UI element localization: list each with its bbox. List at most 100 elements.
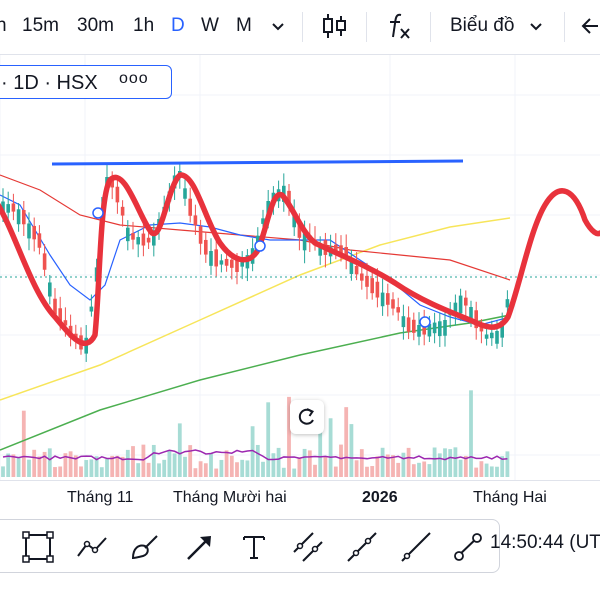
interval-1h[interactable]: 1h <box>133 15 155 36</box>
volume-bar <box>136 463 141 477</box>
interval-h[interactable]: h <box>0 15 7 36</box>
volume-bar <box>1 466 5 477</box>
parallel-channel-icon[interactable] <box>291 530 325 564</box>
candle-body <box>349 260 354 274</box>
volume-bar <box>32 449 37 477</box>
volume-bar <box>406 447 411 477</box>
candle-body <box>417 325 421 337</box>
volume-bar <box>105 458 109 477</box>
chevron-down-icon[interactable] <box>526 16 546 41</box>
volume-bar <box>385 454 390 477</box>
volume-bar <box>313 464 317 477</box>
candle-body <box>193 215 198 226</box>
ray-icon[interactable] <box>399 530 433 564</box>
candle-body <box>505 299 510 308</box>
volume-bar <box>365 466 369 477</box>
trend-line-icon[interactable] <box>345 530 379 564</box>
volume-bar <box>131 446 135 477</box>
volume-bar <box>443 448 447 477</box>
volume-bar <box>375 456 380 477</box>
volume-bar <box>479 461 484 477</box>
volume-bar <box>53 467 57 477</box>
volume-ma-line <box>2 449 508 461</box>
candle-body <box>27 223 31 239</box>
volume-bar <box>302 448 307 477</box>
x-axis-label: 2026 <box>362 489 398 506</box>
volume-bar <box>63 453 68 477</box>
candle-body <box>53 298 57 315</box>
more-options-icon[interactable]: ooo <box>119 70 149 87</box>
volume-bar <box>427 464 432 477</box>
volume-bar <box>172 453 177 477</box>
volume-bar <box>229 455 234 477</box>
volume-bar <box>183 456 187 477</box>
candle-body <box>334 244 338 254</box>
indicators-fx-icon[interactable] <box>384 11 414 46</box>
candle-body <box>474 310 478 329</box>
volume-bars <box>1 390 510 477</box>
volume-bar <box>287 396 291 477</box>
interval-w[interactable]: W <box>201 15 219 36</box>
ma-yellow-line <box>0 217 511 401</box>
candle-body <box>370 278 374 294</box>
volume-bar <box>370 466 375 477</box>
volume-bar <box>474 467 479 477</box>
volume-bar <box>505 451 510 477</box>
arrow-icon[interactable] <box>183 530 217 564</box>
volume-bar <box>437 453 442 477</box>
candle-body <box>198 226 203 244</box>
candle-body <box>287 190 291 207</box>
alert-marker <box>254 240 266 252</box>
candle-body <box>89 306 94 312</box>
volume-bar <box>99 467 104 477</box>
top-toolbar: h 15m 30m 1h D W M Biểu đồ <box>0 0 600 55</box>
chevron-down-icon[interactable] <box>268 16 288 41</box>
candlestick-icon[interactable] <box>320 11 350 46</box>
reset-chart-button[interactable] <box>290 400 324 434</box>
chart-type-menu[interactable]: Biểu đồ <box>450 15 515 36</box>
square-icon[interactable] <box>21 530 55 564</box>
arrow-left-icon[interactable] <box>578 14 600 43</box>
price-chart[interactable] <box>0 55 600 485</box>
candle-body <box>318 245 322 256</box>
polyline-icon[interactable] <box>75 530 109 564</box>
candle-body <box>391 299 395 309</box>
candle-body <box>48 282 52 297</box>
candle-body <box>136 237 140 245</box>
candle-body <box>360 273 364 281</box>
volume-bar <box>94 456 99 477</box>
interval-m[interactable]: M <box>236 15 252 36</box>
volume-bar <box>401 452 406 477</box>
candle-body <box>1 201 5 215</box>
axis-divider <box>0 480 600 481</box>
measure-icon[interactable] <box>451 530 485 564</box>
interval-d[interactable]: D <box>171 15 185 36</box>
text-icon[interactable] <box>237 530 271 564</box>
hand-drawn-path <box>0 172 600 346</box>
drawing-toolbar <box>0 519 500 573</box>
candle-body <box>214 249 218 267</box>
candle-body <box>365 275 369 287</box>
alert-marker <box>92 207 104 219</box>
candle-body <box>386 293 390 305</box>
candle-body <box>6 204 10 213</box>
volume-bar <box>432 447 437 477</box>
alert-marker <box>419 316 431 328</box>
candle-body <box>120 206 125 216</box>
brush-icon[interactable] <box>129 530 163 564</box>
candle-body <box>256 235 260 246</box>
candle-body <box>396 307 400 313</box>
volume-bar <box>157 463 161 477</box>
volume-bar <box>469 390 473 477</box>
volume-bar <box>203 463 208 477</box>
interval-30m[interactable]: 30m <box>77 15 114 36</box>
candle-body <box>458 295 463 314</box>
volume-bar <box>307 450 312 477</box>
interval-15m[interactable]: 15m <box>22 15 59 36</box>
volume-bar <box>214 468 219 477</box>
symbol-legend[interactable]: · 1D · HSX ooo <box>0 65 172 99</box>
candle-body <box>438 321 442 337</box>
candle-body <box>152 231 156 246</box>
candle-body <box>141 233 146 246</box>
candle-body <box>209 251 213 266</box>
